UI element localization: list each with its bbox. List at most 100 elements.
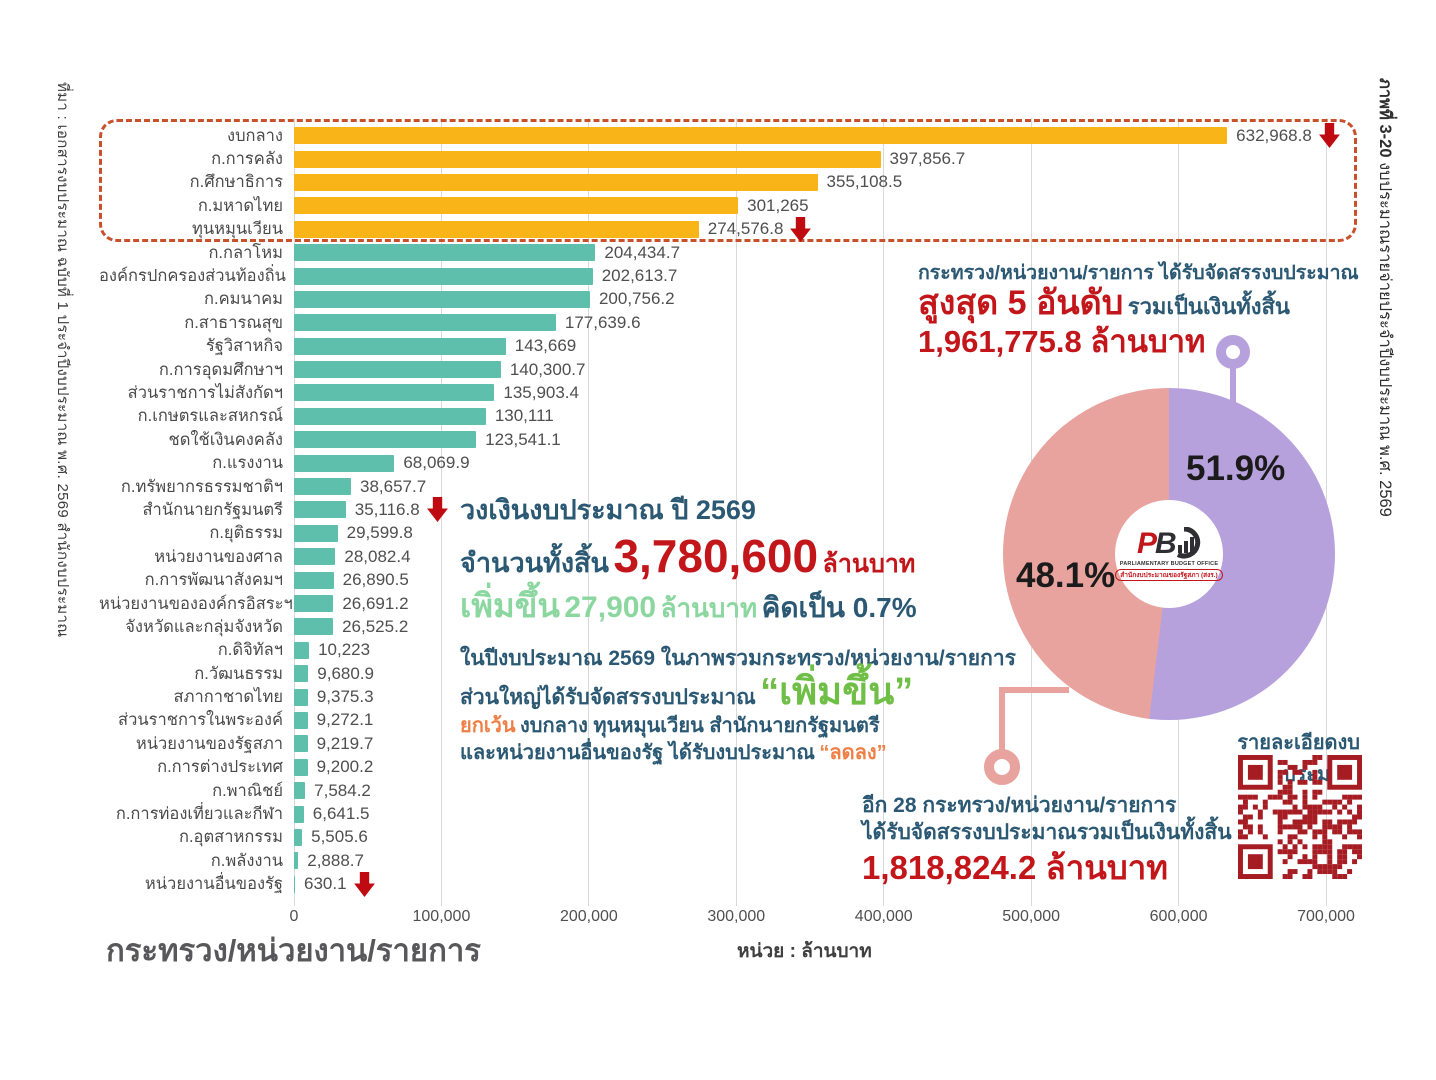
bar-label: งบกลาง	[227, 126, 283, 145]
bar[interactable]	[294, 735, 308, 753]
pbo-logo-text-en: PARLIAMENTARY BUDGET OFFICE	[1119, 561, 1219, 567]
bar-row: ก.อุตสาหกรรม 5,505.6	[99, 826, 1429, 849]
bar[interactable]	[294, 267, 593, 285]
bar[interactable]	[294, 828, 303, 846]
bar-value: 355,108.5	[826, 172, 903, 192]
bar[interactable]	[294, 290, 590, 308]
increase-share: คิดเป็น 0.7%	[761, 592, 917, 624]
bar[interactable]	[294, 548, 336, 566]
bar[interactable]	[294, 197, 739, 215]
bar-row: ก.พลังงาน 2,888.7	[99, 849, 1429, 872]
bar-label: ชดใช้เงินคงคลัง	[168, 430, 283, 449]
bar[interactable]	[294, 782, 306, 800]
bar[interactable]	[294, 127, 1228, 145]
figure-title: งบประมาณรายจ่ายประจำปีงบประมาณ พ.ศ. 2569	[1376, 162, 1394, 517]
bar[interactable]	[294, 805, 304, 823]
bar[interactable]	[294, 571, 334, 589]
bar-row: หน่วยงานของรัฐสภา 9,219.7	[99, 732, 1429, 755]
bar[interactable]	[294, 688, 308, 706]
top5-note: กระทรวง/หน่วยงาน/รายการ ได้รับจัดสรรงบปร…	[918, 262, 1378, 359]
bar[interactable]	[294, 618, 334, 636]
bar[interactable]	[294, 875, 295, 893]
bar-label: หน่วยงานอื่นของรัฐ	[144, 875, 283, 894]
bar-track: 630.1	[294, 871, 1429, 897]
bar-label: องค์กรปกครองส่วนท้องถิ่น	[99, 267, 286, 286]
x-tick-label: 700,000	[1297, 908, 1355, 925]
bar-label: ก.ทรัพยากรธรรมชาติฯ	[120, 477, 283, 496]
bar[interactable]	[294, 384, 495, 402]
bar-label: ก.การคลัง	[211, 150, 283, 169]
bar-row: องค์กรปกครองส่วนท้องถิ่น 202,613.7	[99, 264, 1429, 287]
x-tick-label: 100,000	[412, 908, 471, 925]
figure-caption: ภาพที่ 3-20 งบประมาณรายจ่ายประจำปีงบประม…	[1372, 78, 1398, 517]
others-note: อีก 28 กระทรวง/หน่วยงาน/รายการ ได้รับจัด…	[862, 792, 1242, 889]
x-tick-label: 600,000	[1149, 908, 1208, 925]
bar-row: ก.ยุติธรรม 29,599.8	[99, 522, 1429, 545]
bar-track: 9,219.7	[294, 732, 1429, 755]
bar-value: 274,576.8	[707, 219, 784, 239]
bar[interactable]	[294, 150, 881, 168]
top5-note-highlight: สูงสุด 5 อันดับ	[918, 284, 1124, 323]
bar-row: ก.ศึกษาธิการ 355,108.5	[99, 171, 1429, 194]
bar[interactable]	[294, 361, 501, 379]
bar-value: 9,219.7	[316, 733, 374, 753]
bar[interactable]	[294, 595, 334, 612]
bar[interactable]	[294, 337, 506, 355]
bar[interactable]	[294, 431, 477, 449]
bar[interactable]	[294, 478, 351, 496]
bar-row: ก.แรงงาน 68,069.9	[99, 451, 1429, 474]
bar-track: 38,657.7	[294, 475, 1429, 498]
bar-row: ชดใช้เงินคงคลัง 123,541.1	[99, 428, 1429, 451]
bar-track: 9,200.2	[294, 756, 1429, 779]
bar-track: 397,856.7	[294, 147, 1429, 170]
bar[interactable]	[294, 220, 699, 238]
bar-value: 7,584.2	[314, 780, 371, 800]
bar-track: 135,903.4	[294, 381, 1429, 404]
pink-connector-line-vertical	[999, 687, 1005, 751]
bar[interactable]	[294, 244, 596, 262]
bar-label: ก.ยุติธรรม	[209, 524, 283, 543]
bar-row: ก.การคลัง 397,856.7	[99, 147, 1429, 170]
decrease-arrow-icon	[353, 871, 375, 897]
donut-label-others: 48.1%	[1016, 556, 1116, 595]
bar-row: สภากาชาดไทย 9,375.3	[99, 685, 1429, 708]
bar[interactable]	[294, 501, 346, 519]
bar-row: ก.ดิจิทัลฯ 10,223	[99, 639, 1429, 662]
bar-value: 9,272.1	[316, 710, 374, 730]
bar[interactable]	[294, 314, 556, 332]
except-label: ยกเว้น	[460, 714, 516, 737]
bar-label: ก.การท่องเที่ยวและกีฬา	[115, 805, 283, 824]
bar[interactable]	[294, 524, 338, 542]
bar-label: ก.กลาโหม	[208, 243, 283, 262]
bar-row: ก.กลาโหม 204,434.7	[99, 241, 1429, 264]
bar[interactable]	[294, 852, 299, 870]
bar-label: ส่วนราชการในพระองค์	[118, 711, 283, 730]
bar-label: ก.พลังงาน	[210, 851, 283, 870]
bar[interactable]	[294, 407, 486, 425]
except-text: งบกลาง ทุนหมุนเวียน สำนักนายกรัฐมนตรี	[520, 714, 880, 737]
increase-amount: 27,900	[564, 591, 657, 625]
x-tick-label: 0	[289, 908, 299, 925]
bar-track: 200,756.2	[294, 288, 1429, 311]
bar-track: 143,669	[294, 335, 1429, 358]
bar-label: ก.สาธารณสุข	[184, 313, 283, 332]
pbo-logo-mark: P B	[1137, 527, 1201, 559]
bar-label: หน่วยงานของศาล	[154, 547, 283, 566]
bar[interactable]	[294, 173, 818, 191]
bar[interactable]	[294, 758, 308, 776]
bar-row: ก.การท่องเที่ยวและกีฬา 6,641.5	[99, 802, 1429, 825]
bar[interactable]	[294, 641, 310, 659]
bar-track: 130,111	[294, 405, 1429, 428]
purple-connector-line	[1230, 367, 1236, 430]
bar-label: จังหวัดและกลุ่มจังหวัด	[125, 617, 283, 636]
bar-label: ก.อุตสาหกรรม	[178, 828, 283, 847]
x-tick-label: 400,000	[854, 908, 913, 925]
bar[interactable]	[294, 665, 309, 683]
bar-label: สภากาชาดไทย	[173, 688, 284, 707]
bar[interactable]	[294, 454, 395, 472]
bar-track: 9,680.9	[294, 662, 1429, 685]
bar-track: 202,613.7	[294, 264, 1429, 287]
bar-label: ส่วนราชการไม่สังกัดฯ	[127, 384, 283, 402]
bar[interactable]	[294, 711, 308, 729]
bar-track: 2,888.7	[294, 849, 1429, 872]
